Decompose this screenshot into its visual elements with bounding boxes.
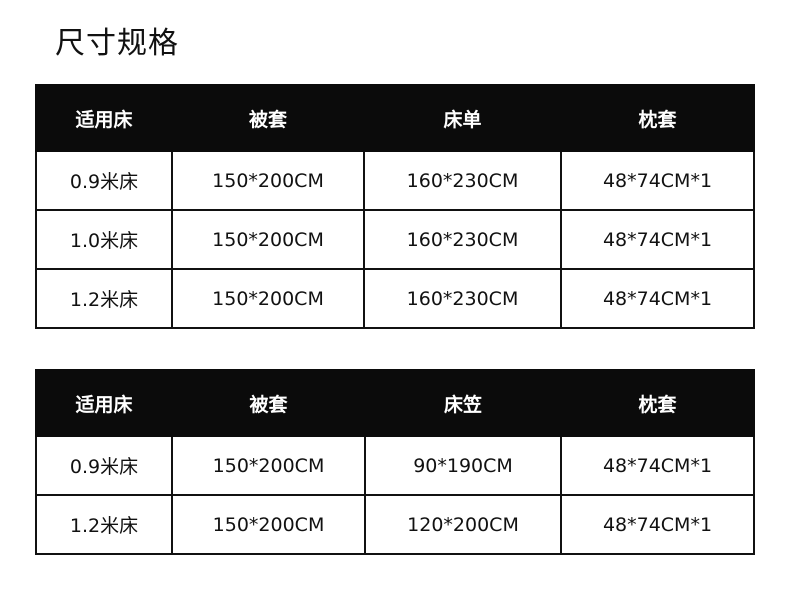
header-duvet: 被套 (171, 84, 365, 152)
cell-bed: 1.0米床 (35, 209, 173, 270)
cell-pillowcase: 48*74CM*1 (560, 150, 755, 211)
cell-pillowcase: 48*74CM*1 (560, 435, 755, 496)
cell-duvet: 150*200CM (171, 268, 365, 329)
size-table-sheet: 适用床 被套 床单 枕套 0.9米床 150*200CM 160*230CM 4… (35, 84, 755, 329)
cell-pillowcase: 48*74CM*1 (560, 268, 755, 329)
cell-sheet: 160*230CM (363, 150, 562, 211)
cell-bed: 1.2米床 (35, 494, 173, 555)
cell-bed: 0.9米床 (35, 435, 173, 496)
header-fitted-sheet: 床笠 (364, 369, 562, 437)
header-duvet: 被套 (171, 369, 366, 437)
cell-bed: 1.2米床 (35, 268, 173, 329)
cell-duvet: 150*200CM (171, 494, 366, 555)
header-bed: 适用床 (35, 84, 173, 152)
header-bed: 适用床 (35, 369, 173, 437)
table-row: 1.0米床 150*200CM 160*230CM 48*74CM*1 (35, 209, 755, 270)
page-title: 尺寸规格 (55, 26, 179, 61)
cell-sheet: 160*230CM (363, 209, 562, 270)
table-row: 0.9米床 150*200CM 160*230CM 48*74CM*1 (35, 150, 755, 211)
cell-fitted-sheet: 120*200CM (364, 494, 562, 555)
table-header-row: 适用床 被套 床单 枕套 (35, 84, 755, 152)
cell-pillowcase: 48*74CM*1 (560, 209, 755, 270)
header-sheet: 床单 (363, 84, 562, 152)
cell-fitted-sheet: 90*190CM (364, 435, 562, 496)
cell-duvet: 150*200CM (171, 209, 365, 270)
cell-bed: 0.9米床 (35, 150, 173, 211)
table-header-row: 适用床 被套 床笠 枕套 (35, 369, 755, 437)
cell-pillowcase: 48*74CM*1 (560, 494, 755, 555)
cell-duvet: 150*200CM (171, 150, 365, 211)
size-table-fitted: 适用床 被套 床笠 枕套 0.9米床 150*200CM 90*190CM 48… (35, 369, 755, 555)
cell-sheet: 160*230CM (363, 268, 562, 329)
header-pillowcase: 枕套 (560, 84, 755, 152)
table-row: 0.9米床 150*200CM 90*190CM 48*74CM*1 (35, 435, 755, 496)
header-pillowcase: 枕套 (560, 369, 755, 437)
cell-duvet: 150*200CM (171, 435, 366, 496)
table-row: 1.2米床 150*200CM 160*230CM 48*74CM*1 (35, 268, 755, 329)
table-row: 1.2米床 150*200CM 120*200CM 48*74CM*1 (35, 494, 755, 555)
